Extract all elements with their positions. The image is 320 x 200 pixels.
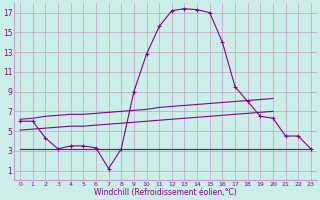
X-axis label: Windchill (Refroidissement éolien,°C): Windchill (Refroidissement éolien,°C) (94, 188, 237, 197)
